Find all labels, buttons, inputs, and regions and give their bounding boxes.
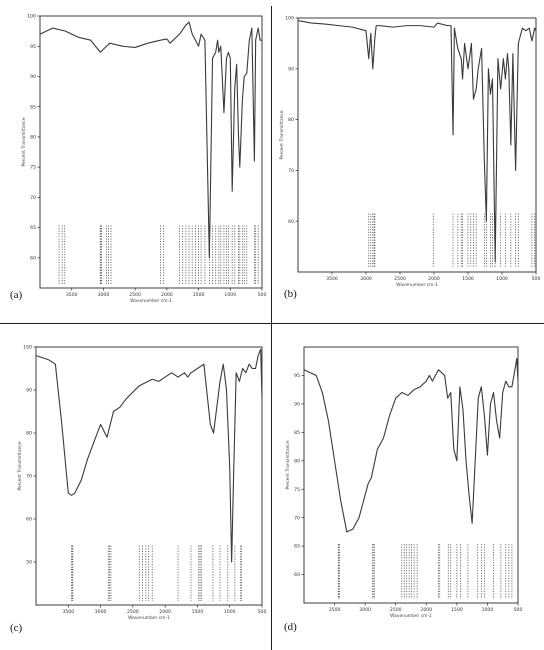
y-axis-title: Percent Transmittance <box>279 110 285 159</box>
x-tick-label: 3000 <box>98 292 110 298</box>
y-tick-label: 95 <box>30 44 36 50</box>
x-tick-label: 1000 <box>224 609 236 615</box>
x-tick-label: 3500 <box>326 276 338 282</box>
x-tick-label: 500 <box>514 607 523 613</box>
x-tick-label: 2500 <box>390 607 402 613</box>
x-tick-label: 2500 <box>394 276 406 282</box>
spectrum-panel-d: 3500 3000 2500 2000 1500 1000 500 95 90 85 80 75 70 6… <box>272 325 544 650</box>
x-axis-title: Wavenumber cm-1 <box>396 282 438 288</box>
x-tick-label: 2000 <box>159 609 171 615</box>
y-tick-label: 65 <box>294 544 300 550</box>
y-tick-label: 90 <box>288 66 294 72</box>
spectrum-chart-b: 3500 3000 2500 2000 1500 1000 500 100 90 80 70 60 Wa… <box>279 16 541 288</box>
spectrum-line <box>35 348 263 563</box>
plot-frame <box>35 346 263 606</box>
x-tick-label: 1500 <box>193 292 205 298</box>
spectrum-panel-c: 3500 3000 2500 2000 1500 1000 500 100 90 80 70 60 50… <box>0 325 270 650</box>
plot-frame <box>297 17 537 273</box>
panel-label-a: (a) <box>10 289 23 301</box>
panel-label-d: (d) <box>284 621 297 633</box>
spectrum-line <box>297 19 537 263</box>
y-tick-label: 70 <box>26 474 32 480</box>
y-tick-label: 100 <box>285 16 294 22</box>
y-tick-label: 80 <box>30 134 36 140</box>
x-axis-title: Wavenumber cm-1 <box>130 298 172 304</box>
y-tick-label: 80 <box>294 458 300 464</box>
spectrum-chart-a: 3500 3000 2500 2000 1500 1000 500 100 95 90 85 80 75… <box>21 14 267 304</box>
spectrum-chart-d: 3500 3000 2500 2000 1500 1000 500 95 90 85 80 75 70 6… <box>285 346 523 619</box>
y-tick-label: 60 <box>26 517 32 523</box>
y-tick-label: 85 <box>30 104 36 110</box>
x-tick-label: 1000 <box>496 276 508 282</box>
spectrum-line <box>39 21 262 259</box>
spectrum-chart-c: 3500 3000 2500 2000 1500 1000 500 100 90 80 70 60 50… <box>17 345 267 621</box>
x-tick-label: 1500 <box>462 276 474 282</box>
x-tick-label: 2000 <box>420 607 432 613</box>
x-tick-label: 3500 <box>329 607 341 613</box>
y-tick-label: 90 <box>26 388 32 394</box>
divider-horizontal <box>0 323 544 325</box>
spectrum-panel-b: 3500 3000 2500 2000 1500 1000 500 100 90 80 70 60 Wa… <box>272 0 544 322</box>
x-tick-label: 3500 <box>66 292 78 298</box>
x-tick-label: 1500 <box>451 607 463 613</box>
y-tick-label: 85 <box>294 430 300 436</box>
y-tick-label: 70 <box>30 195 36 201</box>
y-axis-title: Percent Transmittance <box>17 441 23 490</box>
panel-label-b: (b) <box>284 288 297 300</box>
x-tick-label: 3000 <box>360 276 372 282</box>
y-axis-title: Percent Transmittance <box>285 440 291 489</box>
x-tick-label: 1500 <box>192 609 204 615</box>
x-axis-title: Wavenumber cm-1 <box>128 615 170 621</box>
x-tick-label: 3000 <box>95 609 107 615</box>
x-tick-label: 500 <box>532 276 541 282</box>
y-tick-label: 100 <box>27 14 36 20</box>
x-axis-title: Wavenumber cm-1 <box>390 613 432 619</box>
plot-frame <box>39 15 263 289</box>
y-tick-label: 65 <box>30 225 36 231</box>
x-tick-label: 1000 <box>224 292 236 298</box>
y-tick-label: 60 <box>30 255 36 261</box>
y-axis-title: Percent Transmittance <box>21 117 27 166</box>
y-tick-label: 90 <box>30 74 36 80</box>
x-tick-label: 3000 <box>359 607 371 613</box>
y-tick-label: 80 <box>26 431 32 437</box>
y-tick-label: 60 <box>294 572 300 578</box>
x-tick-label: 1000 <box>482 607 494 613</box>
y-tick-label: 70 <box>294 515 300 521</box>
x-tick-label: 2000 <box>161 292 173 298</box>
panel-label-c: (c) <box>10 622 23 634</box>
y-tick-label: 100 <box>23 345 32 351</box>
divider-vertical <box>271 6 273 650</box>
y-tick-label: 75 <box>30 165 36 171</box>
spectrum-line <box>303 357 519 533</box>
x-tick-label: 2500 <box>127 609 139 615</box>
x-tick-label: 3500 <box>62 609 74 615</box>
x-tick-label: 2000 <box>428 276 440 282</box>
y-tick-label: 70 <box>288 168 294 174</box>
y-tick-label: 90 <box>294 401 300 407</box>
x-tick-label: 500 <box>258 609 267 615</box>
y-tick-label: 60 <box>288 219 294 225</box>
x-tick-label: 500 <box>258 292 267 298</box>
y-tick-label: 80 <box>288 117 294 123</box>
y-tick-label: 50 <box>26 560 32 566</box>
y-tick-label: 75 <box>294 487 300 493</box>
x-tick-label: 2500 <box>129 292 141 298</box>
plot-frame <box>303 346 519 604</box>
spectrum-panel-a: 3500 3000 2500 2000 1500 1000 500 100 95 90 85 80 75… <box>0 0 270 322</box>
y-tick-label: 95 <box>294 373 300 379</box>
